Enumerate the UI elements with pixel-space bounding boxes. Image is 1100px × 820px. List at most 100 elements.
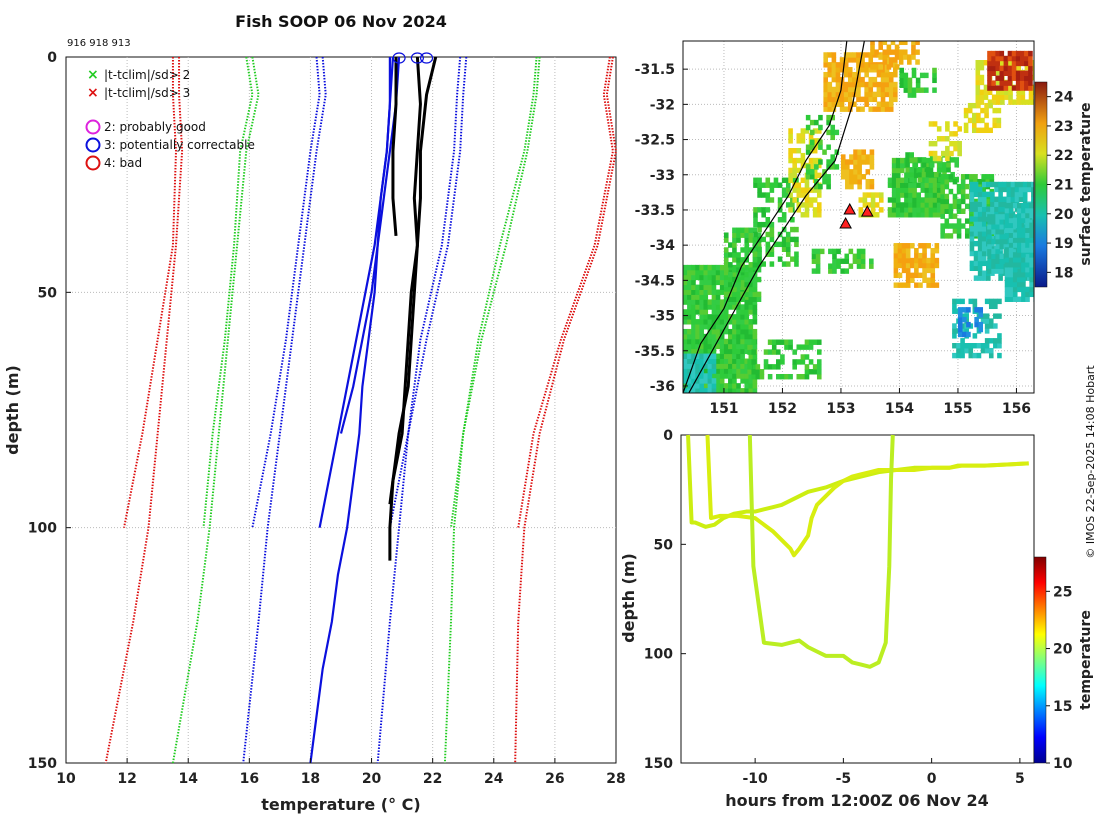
sst-cell	[984, 107, 989, 114]
sst-cell	[908, 192, 913, 198]
sst-cell	[868, 86, 874, 93]
sst-cell	[1012, 232, 1018, 238]
sst-cell	[860, 248, 866, 255]
sst-cell	[761, 182, 766, 188]
sst-cell	[753, 221, 758, 228]
sst-cell	[767, 339, 773, 345]
sst-cell	[991, 248, 996, 255]
legend-flag-4-label: 4: bad	[104, 156, 142, 170]
sst-cell	[744, 299, 750, 305]
sst-cell	[719, 353, 725, 360]
sst-cell	[740, 319, 745, 325]
sst-cell	[911, 54, 916, 60]
y-tick-label: 150	[28, 756, 57, 772]
sst-cell	[752, 343, 758, 350]
sst-cell	[968, 298, 974, 305]
sst-cell	[975, 89, 981, 96]
sst-cell	[1031, 196, 1034, 203]
sst-cell	[767, 373, 773, 380]
sst-cell	[890, 41, 896, 46]
sst-cell	[835, 101, 841, 107]
sst-cell	[895, 212, 901, 218]
sst-cell	[862, 202, 868, 208]
sst-cell	[993, 313, 998, 319]
sst-cell	[812, 157, 818, 164]
sst-cell	[805, 169, 811, 175]
sst-cell	[856, 52, 861, 58]
track-y-tick-label: 50	[654, 537, 674, 553]
sst-cell	[740, 378, 745, 384]
sst-cell	[922, 252, 927, 259]
sst-cell	[732, 338, 737, 345]
sst-cell	[860, 67, 865, 73]
sst-cell	[736, 353, 741, 360]
sst-cell	[981, 216, 987, 222]
sst-cell	[811, 268, 817, 274]
sst-cell	[748, 328, 754, 335]
sst-cell	[728, 388, 733, 393]
sst-cell	[695, 363, 700, 369]
sst-cell	[979, 60, 985, 66]
sst-cell	[827, 91, 833, 98]
sst-cell	[1025, 291, 1030, 298]
sst-cell	[755, 373, 761, 380]
sst-cell	[888, 101, 894, 107]
sst-cell	[723, 328, 729, 335]
sst-cell	[740, 269, 745, 276]
sst-cell	[1002, 211, 1008, 217]
sst-cell	[703, 373, 709, 379]
sst-cell	[995, 79, 1001, 86]
sst-cell	[975, 99, 981, 105]
sst-cell	[964, 313, 969, 319]
sst-cell	[796, 373, 802, 380]
sst-cell	[895, 177, 901, 184]
sst-cell	[861, 174, 867, 180]
sst-cell	[940, 183, 945, 190]
legend-circle-magenta-icon	[85, 119, 101, 135]
sst-cell	[748, 333, 754, 340]
sst-cell	[991, 70, 996, 76]
sst-cell	[985, 203, 991, 210]
sst-cell	[980, 127, 985, 134]
sst-cell	[740, 284, 745, 291]
sst-cell	[776, 349, 781, 355]
sst-cell	[953, 140, 958, 147]
sst-cell	[816, 364, 822, 370]
sst-cell	[911, 49, 916, 55]
sst-cell	[845, 178, 850, 185]
sst-cell	[1029, 222, 1034, 229]
sst-cell	[1025, 271, 1030, 278]
sst-cell	[878, 54, 883, 60]
sst-cell	[860, 253, 866, 260]
sst-cell	[872, 81, 878, 88]
sst-cell	[828, 248, 833, 255]
sst-cell	[823, 62, 828, 68]
sst-cell	[1032, 60, 1034, 66]
sst-cell	[699, 363, 704, 369]
sst-cell	[785, 202, 791, 208]
sst-cell	[944, 233, 950, 239]
sst-cell	[840, 169, 846, 175]
sst-cell	[744, 358, 750, 364]
sst-cell	[830, 164, 836, 170]
sst-cell	[832, 263, 837, 269]
sst-cell	[736, 252, 741, 258]
sst-cell	[816, 207, 822, 213]
sst-cell	[1028, 75, 1033, 81]
sst-cell	[752, 247, 758, 253]
sst-cell	[753, 177, 758, 184]
sst-cell	[761, 207, 766, 213]
sst-cell	[891, 162, 897, 169]
sst-cell	[887, 212, 893, 218]
sst-cell	[1025, 296, 1030, 302]
sst-cell	[960, 338, 965, 344]
sst-cell	[1017, 232, 1022, 238]
sst-cell	[999, 50, 1005, 57]
sst-cell	[862, 192, 868, 198]
sst-cell	[922, 247, 927, 254]
sst-cell	[723, 237, 729, 243]
sst-cell	[740, 348, 745, 355]
climatology-line	[443, 56, 538, 764]
sst-cell	[991, 219, 996, 225]
sst-cell	[929, 157, 935, 163]
